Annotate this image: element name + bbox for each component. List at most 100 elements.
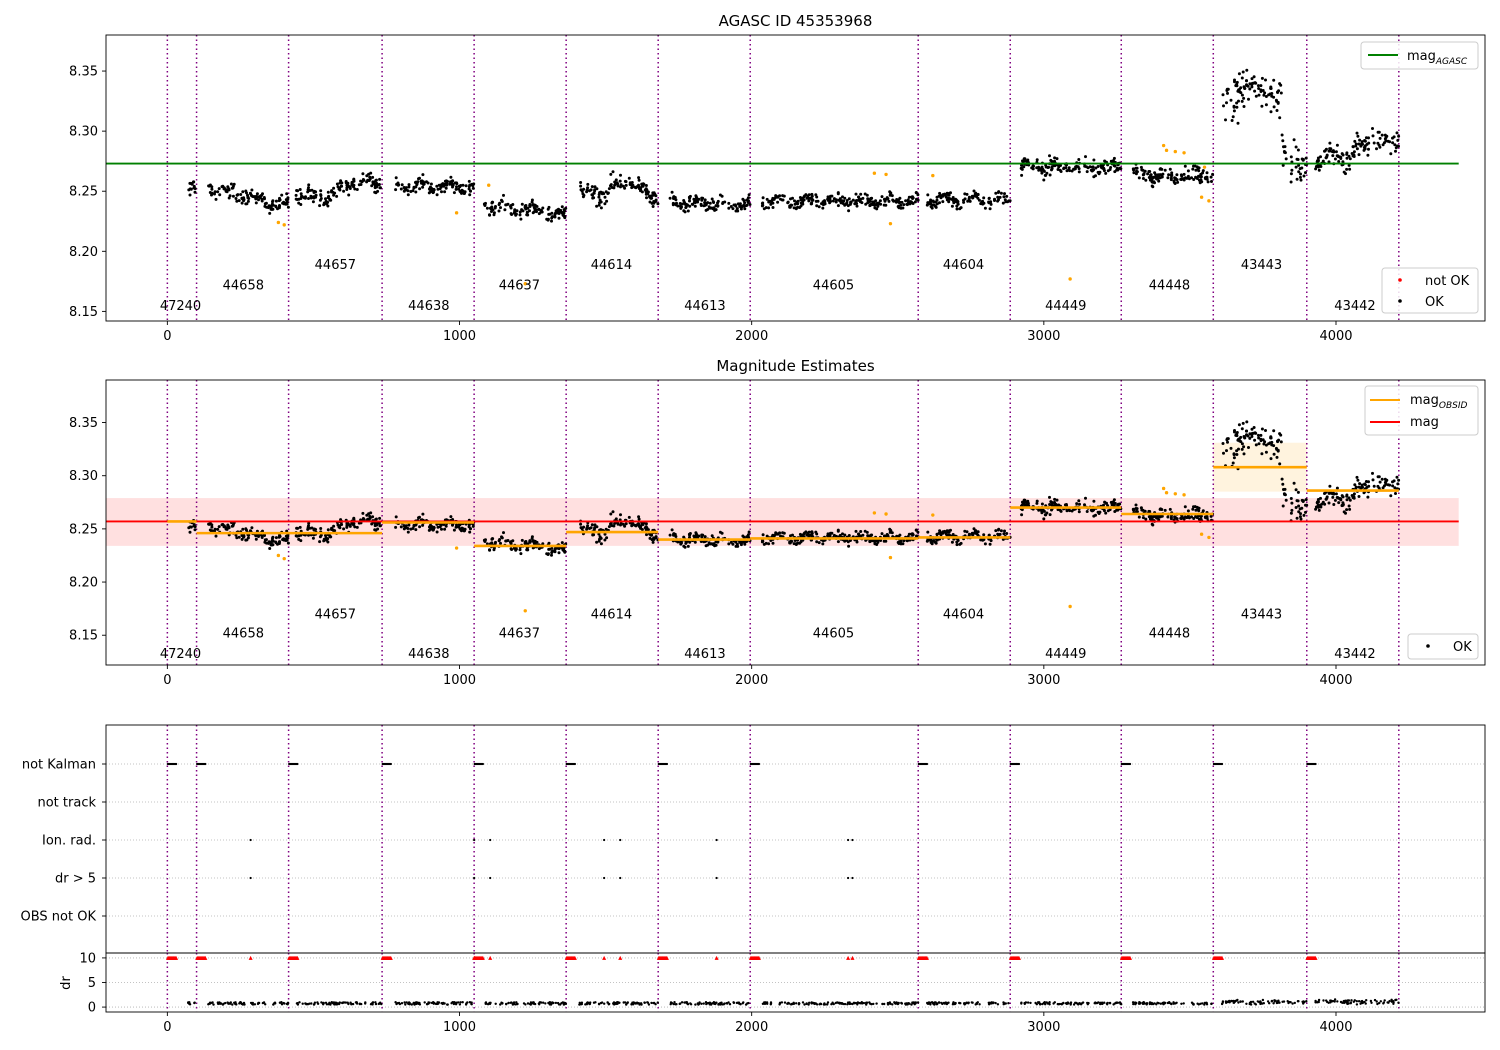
ok-point	[872, 539, 876, 543]
ok-point	[547, 547, 551, 551]
ok-point	[422, 182, 426, 186]
ok-point	[355, 188, 359, 191]
dr-point	[797, 1002, 801, 1005]
ok-point	[1317, 168, 1321, 172]
ok-point	[595, 525, 599, 529]
dr-point	[932, 1002, 935, 1005]
ok-point	[1113, 510, 1117, 513]
ok-point	[1377, 130, 1381, 134]
ok-point	[809, 202, 813, 206]
ok-point	[483, 540, 487, 543]
legend-label: mag	[1410, 415, 1439, 430]
ok-point	[257, 198, 260, 202]
dr-point	[301, 1002, 304, 1005]
ok-point	[188, 530, 192, 534]
ok-point	[1112, 156, 1116, 160]
ok-point	[968, 199, 972, 203]
ok-point	[338, 526, 342, 530]
ok-point	[1240, 447, 1244, 451]
ok-point	[459, 190, 463, 194]
ok-point	[624, 183, 628, 187]
ok-point	[492, 546, 496, 550]
ok-point	[708, 542, 712, 546]
dr-point	[554, 1001, 558, 1005]
ok-point	[846, 204, 850, 208]
dr-point	[723, 1002, 726, 1005]
ok-point	[402, 527, 406, 531]
dr5-marker	[715, 876, 718, 880]
ok-point	[703, 198, 707, 202]
ok-point	[1290, 508, 1294, 512]
ok-point	[1152, 175, 1156, 179]
ok-point	[1360, 141, 1364, 145]
ok-point	[436, 187, 440, 191]
ok-point	[547, 205, 551, 209]
ok-point	[1262, 93, 1266, 97]
ok-point	[1253, 89, 1257, 93]
ok-point	[1252, 81, 1256, 85]
ok-point	[998, 532, 1002, 536]
dr-point	[1224, 1001, 1228, 1004]
ok-point	[377, 521, 381, 525]
outlier-point	[931, 513, 935, 517]
dr-point	[652, 1001, 655, 1005]
ok-point	[286, 541, 290, 545]
ok-point	[983, 206, 987, 210]
dr-point	[1132, 1002, 1135, 1006]
ok-point	[360, 180, 364, 184]
ok-point	[335, 194, 339, 198]
ok-point	[1363, 139, 1367, 142]
ok-point	[509, 212, 513, 216]
ok-point	[257, 195, 261, 199]
ok-point	[651, 205, 655, 208]
ok-point	[1201, 169, 1205, 173]
ok-point	[230, 524, 234, 528]
ok-point	[493, 206, 497, 210]
ok-point	[637, 515, 641, 519]
ok-point	[414, 523, 418, 527]
ok-point	[779, 534, 782, 538]
outlier-point	[1199, 532, 1204, 536]
ok-point	[1252, 75, 1256, 79]
ok-point	[1259, 433, 1263, 437]
ok-point	[260, 199, 264, 203]
obsid-label: 43442	[1334, 299, 1375, 314]
ok-point	[1147, 170, 1151, 173]
ok-point	[1048, 495, 1051, 499]
ok-point	[817, 205, 821, 209]
ok-point	[965, 530, 969, 534]
ok-point	[1325, 495, 1329, 499]
ok-point	[348, 185, 352, 189]
ok-point	[678, 202, 682, 205]
ok-point	[1001, 201, 1005, 205]
ok-point	[1248, 87, 1252, 91]
legend-status	[1381, 267, 1479, 314]
dr-saturated-marker	[1128, 955, 1133, 960]
ok-point	[210, 525, 214, 529]
ok-point	[1035, 166, 1039, 170]
dr-point	[1249, 1000, 1253, 1004]
obsid-label: 43443	[1241, 607, 1282, 622]
y-tick-label: 8.30	[69, 469, 98, 484]
dr-point	[331, 1001, 334, 1004]
ok-point	[809, 533, 813, 537]
ok-point	[690, 202, 694, 206]
dr-point	[457, 1001, 460, 1004]
ok-point	[776, 532, 780, 536]
ok-point	[1233, 430, 1236, 434]
ok-point	[688, 194, 692, 198]
ok-point	[676, 204, 680, 208]
ok-point	[1260, 76, 1264, 80]
dr-point	[1203, 1003, 1206, 1006]
not-kalman-marker	[1220, 762, 1224, 766]
ok-point	[802, 532, 806, 536]
ok-point	[1257, 442, 1261, 446]
ok-point	[1347, 496, 1351, 500]
ok-point	[520, 208, 524, 212]
ok-point	[509, 204, 513, 207]
ok-point	[490, 541, 494, 545]
ok-point	[1237, 437, 1241, 441]
ok-point	[216, 190, 220, 194]
not-kalman-marker	[573, 762, 577, 766]
